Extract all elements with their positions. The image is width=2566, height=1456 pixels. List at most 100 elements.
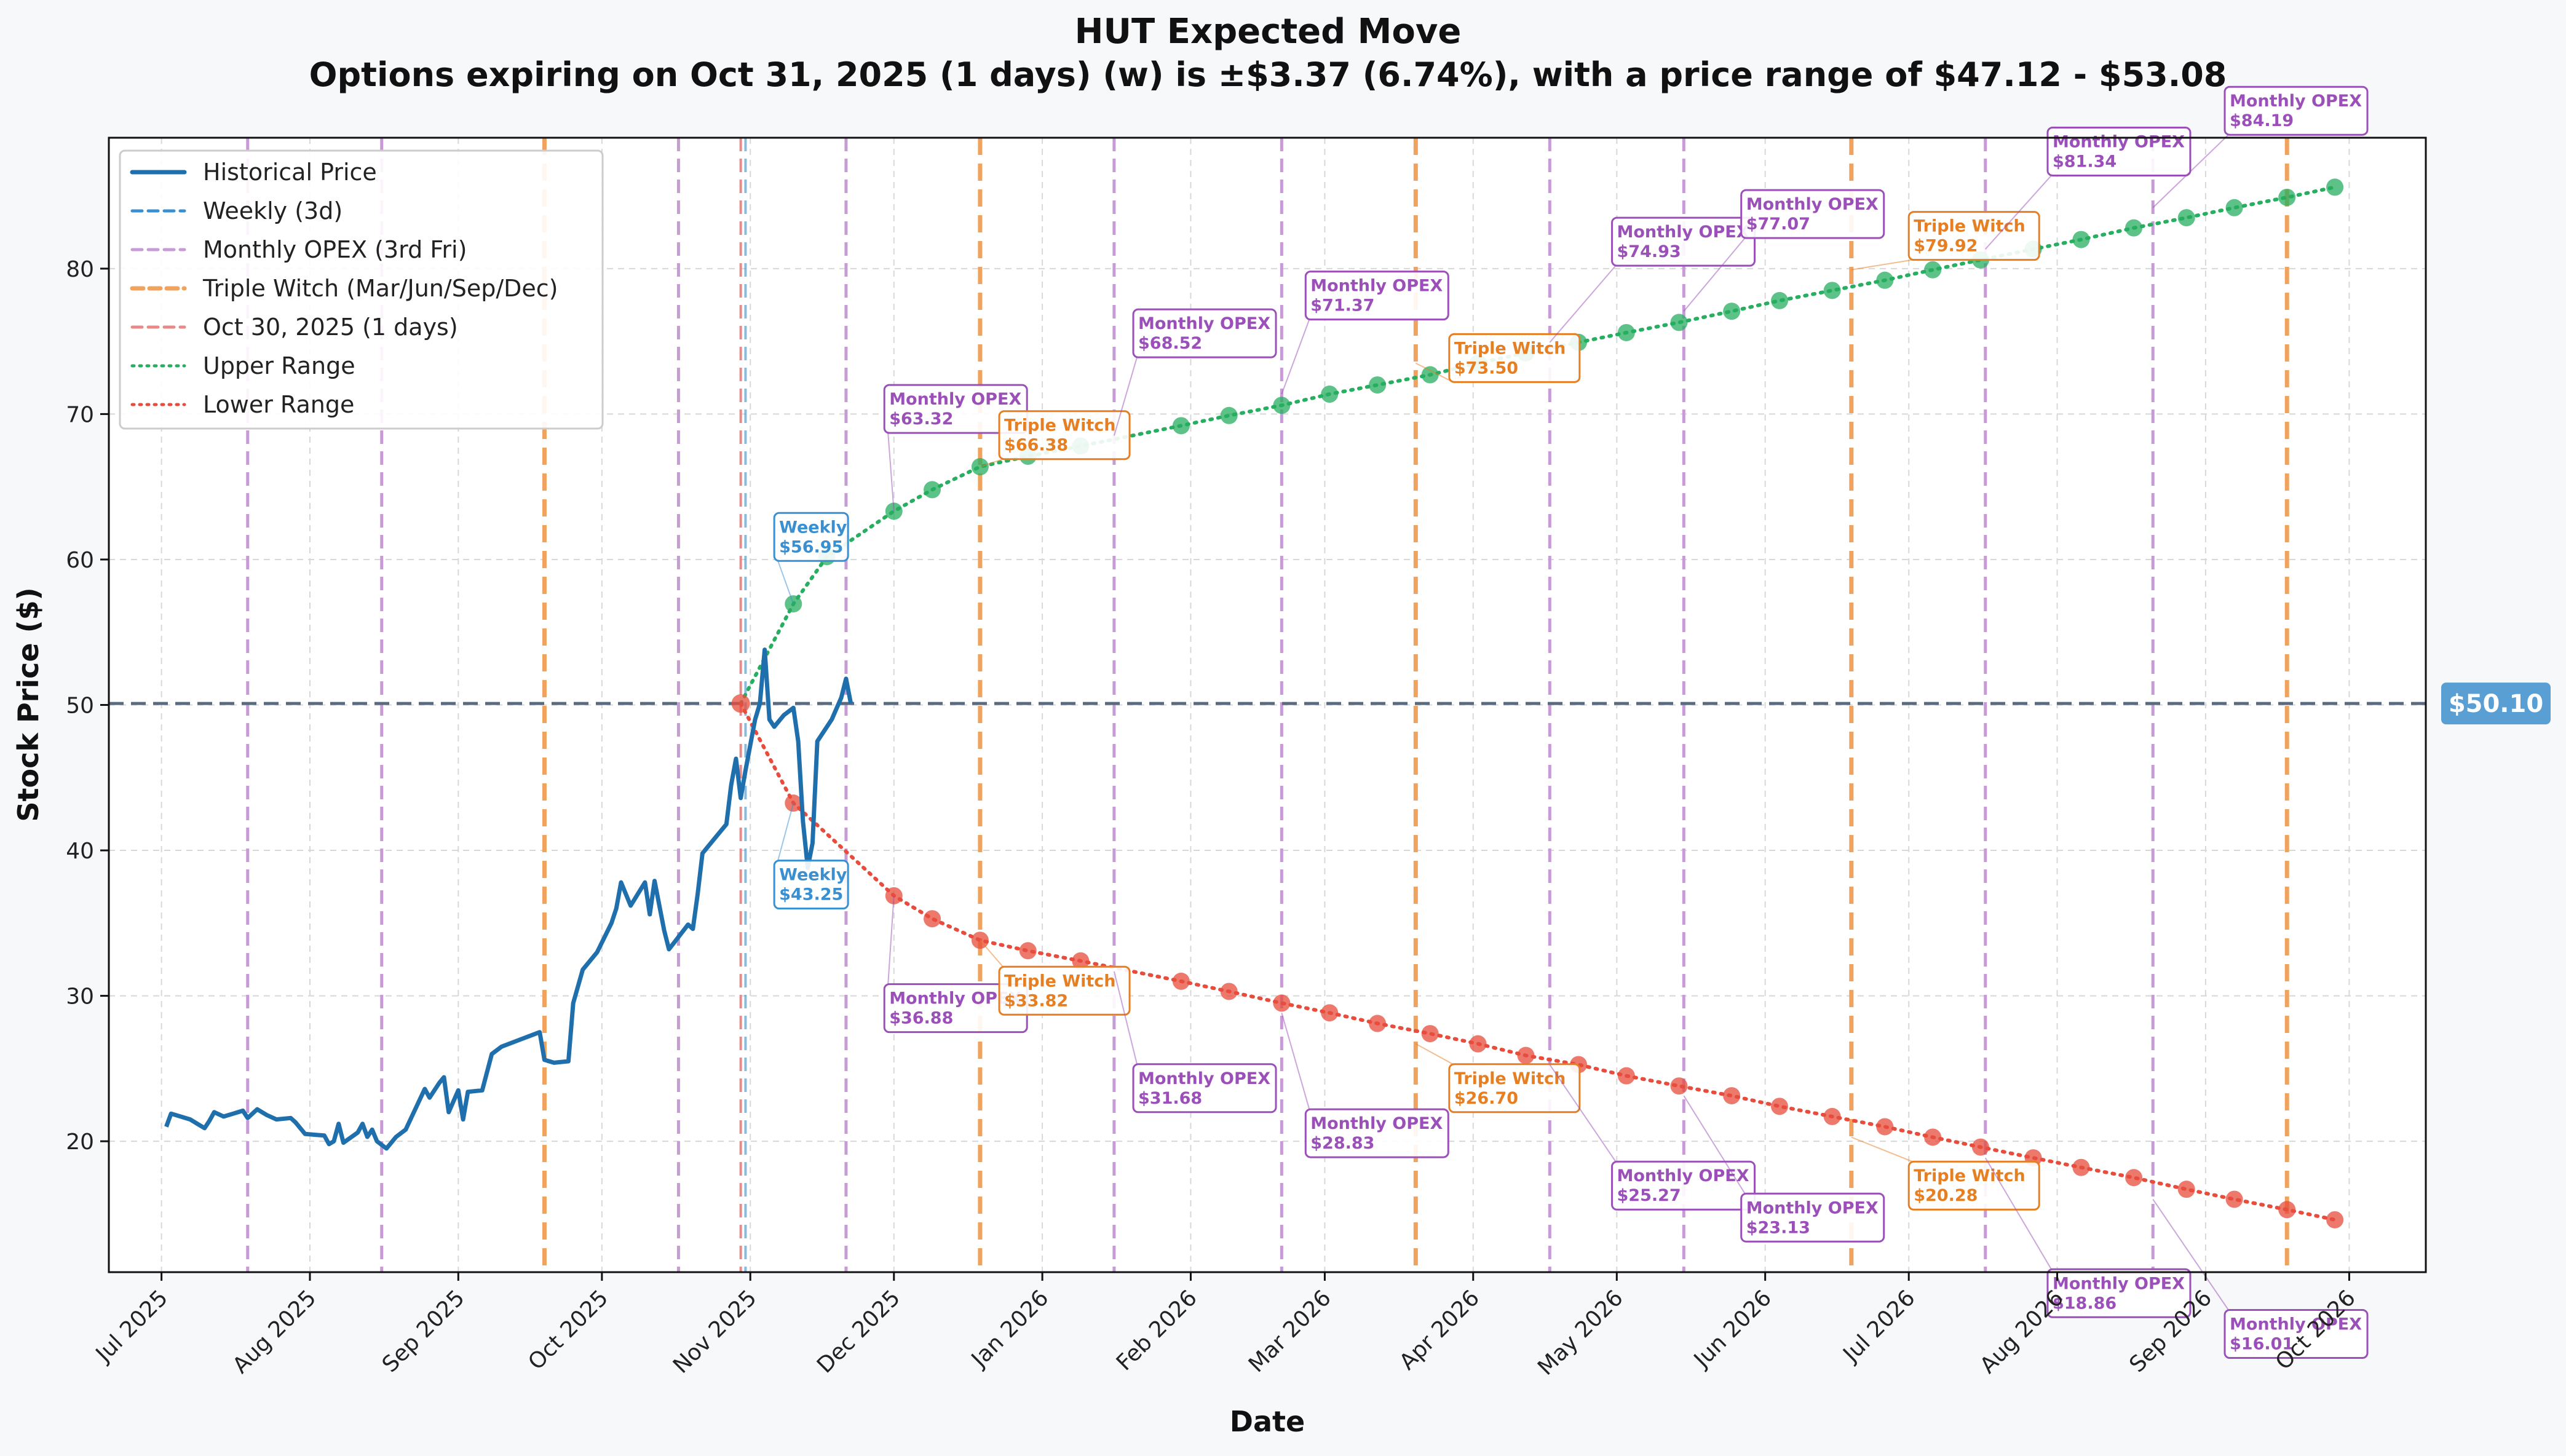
upper-annotation-title: Monthly OPEX [889,390,1021,409]
lower-range-point [1321,1004,1339,1022]
lower-range-point [2278,1201,2296,1219]
upper-range-point [1273,397,1291,414]
lower-range-point [1369,1015,1387,1032]
lower-annotation-box [2223,1309,2369,1359]
upper-annotation-price: $68.52 [1138,334,1202,353]
current-price-tag-label: $50.10 [2449,690,2543,718]
historical-price-line [164,647,853,1151]
lower-range-point [1072,952,1090,970]
lower-range-point [1771,1098,1789,1115]
y-tick-label: 40 [66,839,94,864]
upper-annotation-price: $71.37 [1310,296,1374,315]
legend-label: Lower Range [203,391,354,418]
upper-annotation-price: $77.07 [1746,215,1810,234]
upper-annotation-title: Triple Witch [1914,217,2025,236]
upper-annotation-box [1304,271,1449,321]
lower-annotation-title: Triple Witch [1454,1069,1566,1088]
lower-annotation-price: $26.70 [1454,1089,1518,1108]
x-axis-label: Date [1230,1405,1305,1438]
lower-range-point [1617,1067,1635,1085]
lower-annotation-price: $28.83 [1310,1134,1374,1153]
upper-range-point [2225,199,2243,216]
current-price-point [731,694,750,713]
lower-range-point [1220,983,1238,1000]
y-axis-label: Stock Price ($) [12,587,45,821]
upper-range-point [1321,386,1339,403]
lower-annotation-connector [887,895,895,984]
upper-annotation-connector [1851,259,1913,271]
legend-label: Upper Range [203,352,355,379]
upper-annotation-title: Monthly OPEX [2230,92,2362,111]
lower-annotation-connector [980,940,1004,967]
lower-annotation-box [2046,1268,2192,1318]
lower-annotation-price: $23.13 [1746,1218,1810,1237]
lower-range-point [924,910,941,928]
upper-annotation-box [1132,308,1277,358]
lower-annotation-box [998,965,1131,1016]
upper-annotation-title: Monthly OPEX [1746,195,1879,214]
upper-annotation-box [1448,333,1581,383]
lower-range-point [2326,1211,2344,1228]
chart-title: HUT Expected Move [1075,12,1462,52]
lower-annotation-box [1132,1063,1277,1114]
upper-annotation-title: Monthly OPEX [2053,132,2185,151]
lower-annotation-title: Triple Witch [1004,971,1116,991]
series-group [164,178,2344,1228]
upper-annotation-title: Monthly OPEX [1617,223,1749,242]
lower-range-point [1670,1077,1688,1095]
upper-range-point [1723,303,1741,320]
y-axis: 20 30 40 50 60 70 80 [66,257,109,1155]
upper-range-point [1172,417,1190,435]
upper-range-point [2177,209,2195,227]
lower-range-point [1172,972,1190,990]
y-tick-label: 30 [66,984,94,1010]
legend: Historical Price Weekly (3d) Monthly OPEX … [119,149,604,430]
upper-annotation-box [773,512,849,562]
lower-range-point [1924,1128,1942,1146]
upper-annotation-price: $79.92 [1914,237,1978,256]
lower-range-point [1019,942,1037,960]
lower-annotation-connector [2152,1198,2229,1311]
lower-range-point [1723,1087,1741,1105]
lower-range-point [2225,1190,2243,1208]
legend-label: Historical Price [203,159,377,186]
lower-annotation-price: $36.88 [889,1009,953,1028]
lower-annotation-connector [1683,1095,1746,1194]
upper-annotation-connector [777,560,794,604]
lower-range-point [1421,1025,1439,1043]
upper-range-point [1369,376,1387,394]
lower-annotation-price: $20.28 [1914,1186,1978,1205]
lower-annotation-connector [1415,1043,1454,1065]
lower-annotation-box [773,860,849,910]
lower-annotation-connector [777,802,794,861]
legend-box [119,149,604,430]
lower-range-point [2072,1158,2090,1176]
upper-annotation-connector [1415,362,1454,383]
lower-annotation-box [1740,1192,1885,1243]
upper-annotation-box [998,410,1131,461]
lower-range-point [2177,1181,2195,1198]
y-tick-label: 70 [66,402,94,427]
lower-annotation-connector [1281,1012,1310,1110]
chart-subtitle: Options expiring on Oct 31, 2025 (1 days… [309,55,2227,94]
lower-annotation-price: $33.82 [1004,991,1068,1010]
upper-annotation-box [2046,126,2192,176]
upper-annotation-box [1611,216,1756,267]
legend-label: Weekly (3d) [203,197,343,224]
lower-annotation-title: Weekly [779,866,847,885]
upper-annotation-connector [1549,265,1617,343]
lower-range-point [1971,1138,1989,1156]
lower-annotation-title: Triple Witch [1914,1166,2025,1185]
upper-range-point [1617,323,1635,341]
upper-annotation-title: Weekly [779,518,847,537]
lower-annotation-title: Monthly OPEX [1310,1114,1443,1133]
y-tick-label: 50 [66,694,94,719]
lower-annotation-title: Monthly OPEX [1138,1069,1270,1088]
upper-annotation-price: $73.50 [1454,358,1518,378]
lower-annotation-title: Monthly OPEX [2230,1315,2362,1334]
lower-range-point [1469,1035,1487,1053]
legend-label: Oct 30, 2025 (1 days) [203,314,458,341]
upper-range-point [2125,219,2143,237]
upper-range-point [924,481,941,499]
